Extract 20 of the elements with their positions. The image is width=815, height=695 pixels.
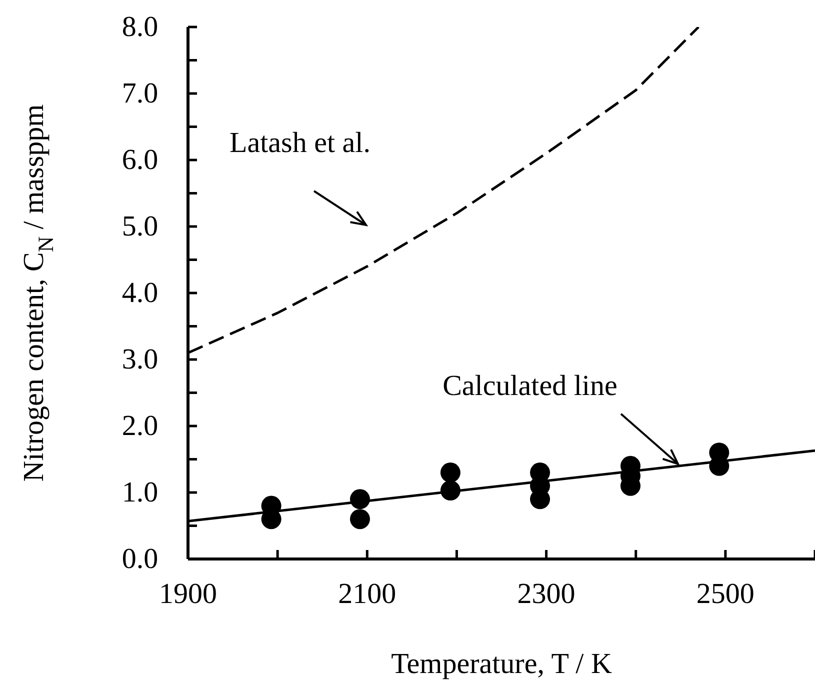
y-tick-label: 5.0 <box>122 210 158 242</box>
annotation: Latash et al. <box>230 127 370 159</box>
x-tick-label: 2300 <box>517 578 576 610</box>
point <box>350 489 370 510</box>
x-tick-label: 1900 <box>159 578 217 610</box>
x-tick-label: 2100 <box>338 578 396 610</box>
point <box>440 480 460 501</box>
y-tick-label: 1.0 <box>122 476 158 508</box>
point <box>350 509 370 530</box>
y-tick-label: 7.0 <box>122 78 158 110</box>
point <box>440 462 460 483</box>
y-tick-label: 6.0 <box>122 144 158 176</box>
y-tick-label: 4.0 <box>122 277 158 309</box>
y-tick-label: 3.0 <box>122 344 158 376</box>
y-tick-label: 2.0 <box>122 410 158 442</box>
x-axis-title: Temperature, T / K <box>391 648 612 680</box>
x-tick-label: 2500 <box>696 578 754 610</box>
y-tick-label: 8.0 <box>122 11 158 43</box>
annotation: Calculated line <box>442 370 618 402</box>
text: 0.0 <box>122 543 158 575</box>
